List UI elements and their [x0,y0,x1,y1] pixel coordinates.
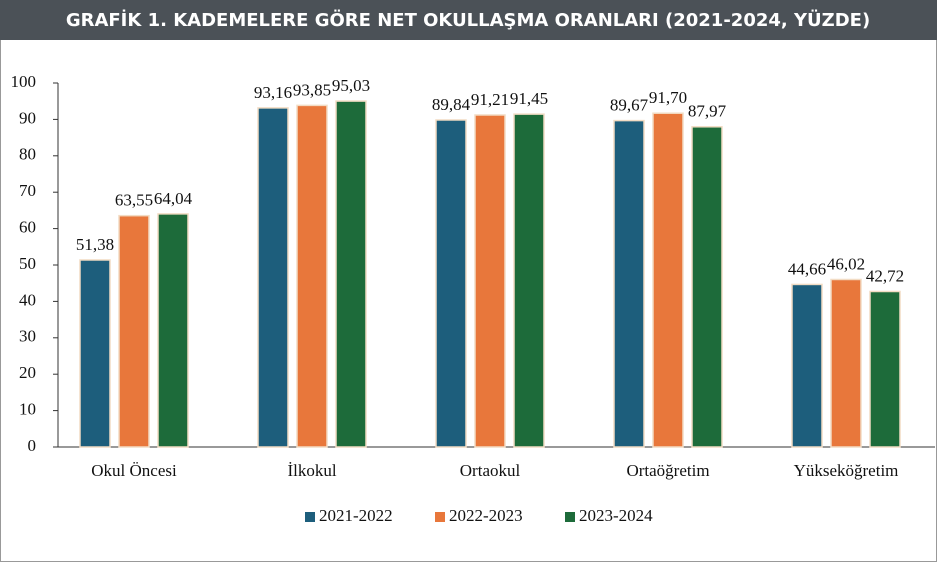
title-band [0,0,937,40]
data-label: 91,21 [471,90,509,109]
data-label: 91,70 [649,88,687,107]
legend-label: 2023-2024 [579,506,653,525]
x-tick-label: Okul Öncesi [91,461,177,480]
legend-swatch [305,512,315,522]
x-tick-label: Ortaokul [460,461,521,480]
y-tick-label: 20 [19,363,36,382]
x-tick-label: İlkokul [287,461,336,480]
y-tick-label: 80 [19,145,36,164]
legend-swatch [565,512,575,522]
data-label: 87,97 [688,102,727,121]
legend-label: 2021-2022 [319,506,393,525]
bar [613,119,645,448]
chart-title: GRAFİK 1. KADEMELERE GÖRE NET OKULLAŞMA … [66,9,870,31]
legend-swatch [435,512,445,522]
y-tick-label: 70 [19,181,36,200]
data-label: 89,84 [432,95,471,114]
y-tick-label: 60 [19,218,36,237]
bar [691,126,723,448]
y-tick-label: 30 [19,327,36,346]
y-tick-label: 100 [11,72,37,91]
data-label: 91,45 [510,89,548,108]
data-label: 93,16 [254,83,292,102]
bar [79,259,111,448]
y-tick-label: 90 [19,108,36,127]
data-label: 95,03 [332,76,370,95]
bar [335,100,367,448]
data-label: 44,66 [788,259,826,278]
bar [791,283,823,448]
data-label: 46,02 [827,254,865,273]
bar [257,107,289,448]
data-label: 63,55 [115,191,153,210]
bar [118,214,150,448]
x-tick-label: Ortaöğretim [626,461,709,480]
data-label: 64,04 [154,189,193,208]
x-tick-label: Yükseköğretim [794,461,899,480]
legend-label: 2022-2023 [449,506,523,525]
y-tick-label: 0 [28,436,37,455]
bar [157,213,189,448]
y-tick-label: 40 [19,290,36,309]
bar [296,104,328,448]
bar [830,278,862,448]
y-tick-label: 10 [19,400,36,419]
bar [474,114,506,448]
y-tick-label: 50 [19,254,36,273]
data-label: 93,85 [293,80,331,99]
bar [652,112,684,448]
data-label: 51,38 [76,235,114,254]
bar [869,290,901,448]
data-label: 89,67 [610,96,649,115]
data-label: 42,72 [866,266,904,285]
bar [513,113,545,448]
bar [435,119,467,448]
